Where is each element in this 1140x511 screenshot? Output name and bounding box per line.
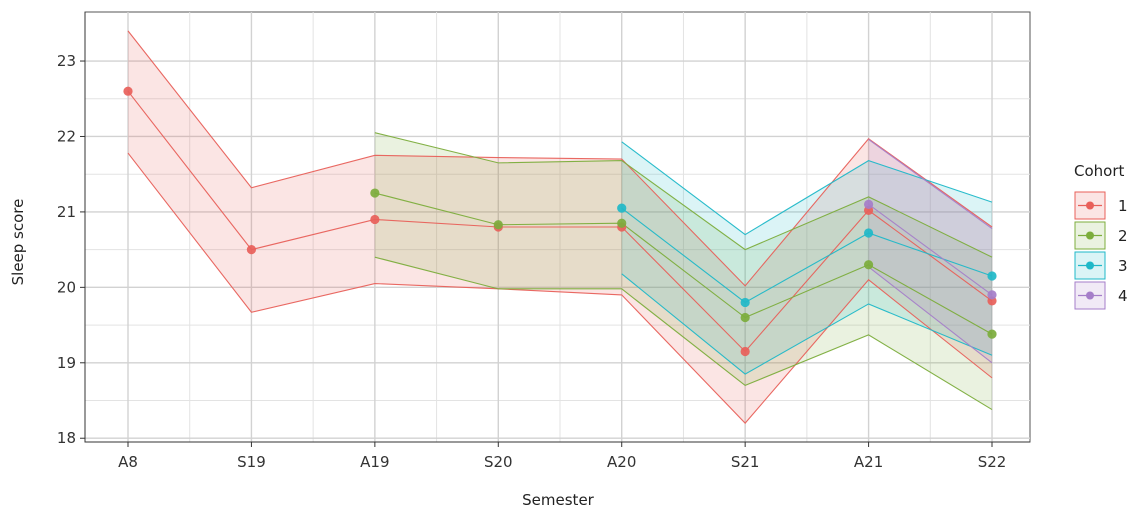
x-tick-label: S20: [484, 453, 513, 471]
y-tick-label: 21: [57, 203, 76, 221]
series-line-cohort-2: [374, 192, 993, 335]
legend-item-cohort-3: 3: [1074, 251, 1128, 280]
lower-bound-line-cohort-3: [621, 273, 993, 375]
x-tick-label: S19: [237, 453, 266, 471]
legend-item-cohort-1: 1: [1074, 191, 1128, 220]
y-tick-label: 18: [57, 429, 76, 447]
data-point-cohort-3-A21: [863, 228, 874, 238]
data-point-cohort-2-A19: [370, 188, 380, 198]
y-axis-title: Sleep score: [9, 199, 27, 286]
data-point-cohort-4-A21: [863, 199, 874, 209]
y-tick-label: 23: [57, 52, 76, 70]
x-tick-label: A20: [607, 453, 636, 471]
data-point-cohort-2-A20: [617, 218, 627, 228]
upper-bound-line-cohort-1: [127, 30, 993, 287]
series-line-cohort-3: [621, 207, 993, 304]
y-tick-label: 20: [57, 278, 76, 296]
legend-label: 2: [1118, 227, 1128, 245]
upper-bound-line-cohort-4: [868, 139, 993, 229]
confidence-band-cohort-3: [621, 141, 993, 375]
x-axis-title: Semester: [522, 491, 595, 509]
data-point-cohort-1-S21: [740, 346, 750, 357]
data-point-cohort-1-A19: [370, 214, 380, 225]
lower-bound-line-cohort-1: [127, 152, 993, 424]
data-point-cohort-4-S22: [987, 290, 997, 300]
data-point-cohort-1-S19: [246, 245, 257, 255]
series-line-cohort-4: [868, 203, 993, 296]
legend-item-cohort-2: 2: [1074, 221, 1128, 250]
x-tick-label: A21: [854, 453, 883, 471]
legend-item-cohort-4: 4: [1074, 281, 1128, 310]
legend-label: 3: [1118, 257, 1128, 275]
series-line-cohort-1: [127, 90, 993, 353]
legend-title: Cohort: [1074, 162, 1125, 180]
data-point-cohort-3-S21: [740, 297, 750, 308]
legend-key-point: [1086, 291, 1094, 300]
series-points: [123, 86, 997, 357]
upper-bound-line-cohort-2: [374, 132, 993, 258]
x-tick-label: A8: [118, 453, 138, 471]
x-tick-label: A19: [360, 453, 389, 471]
series-lines: [127, 30, 993, 424]
confidence-band-cohort-2: [374, 132, 993, 410]
legend: Cohort 1 2 3 4: [1074, 162, 1128, 310]
data-point-cohort-3-A20: [617, 203, 627, 213]
legend-label: 1: [1118, 197, 1128, 215]
y-tick-label: 19: [57, 354, 76, 372]
data-point-cohort-2-S20: [493, 220, 503, 230]
data-point-cohort-2-A21: [863, 260, 874, 270]
legend-label: 4: [1118, 287, 1128, 305]
upper-bound-line-cohort-3: [621, 141, 993, 236]
data-point-cohort-2-S22: [987, 329, 997, 339]
legend-key-point: [1086, 201, 1094, 210]
lower-bound-line-cohort-2: [374, 256, 993, 411]
grid: [84, 11, 1031, 443]
data-point-cohort-1-A8: [123, 86, 133, 96]
lower-bound-line-cohort-4: [868, 266, 993, 364]
legend-key-point: [1086, 261, 1094, 270]
y-tick-label: 22: [57, 127, 76, 145]
axes: 18 19 20 21 22 23 A8 S19 A19 S20 A20 S21 A21 S22: [57, 12, 1030, 471]
x-tick-label: S22: [978, 453, 1007, 471]
x-tick-label: S21: [731, 453, 760, 471]
data-point-cohort-2-S21: [740, 312, 750, 323]
legend-key-point: [1086, 231, 1094, 240]
data-point-cohort-3-S22: [987, 271, 997, 281]
confidence-band-cohort-4: [868, 139, 993, 363]
